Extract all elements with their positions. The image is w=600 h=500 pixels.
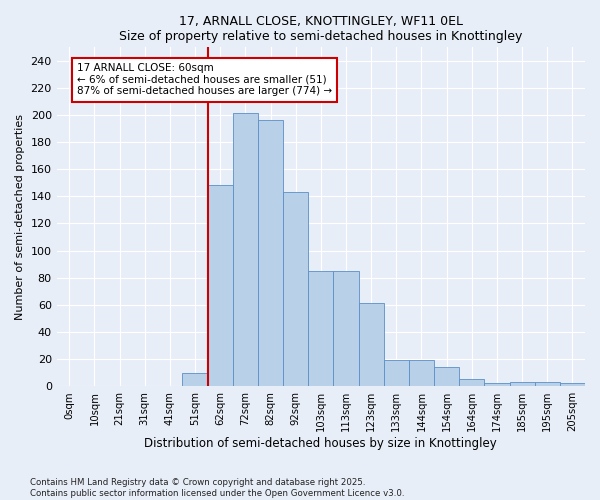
Bar xyxy=(359,304,384,386)
Title: 17, ARNALL CLOSE, KNOTTINGLEY, WF11 0EL
Size of property relative to semi-detach: 17, ARNALL CLOSE, KNOTTINGLEY, WF11 0EL … xyxy=(119,15,523,43)
Bar xyxy=(434,367,459,386)
Bar xyxy=(484,384,509,386)
Bar xyxy=(334,271,359,386)
Bar xyxy=(233,114,258,386)
Bar xyxy=(182,372,208,386)
Bar xyxy=(535,382,560,386)
Bar xyxy=(409,360,434,386)
Bar xyxy=(560,384,585,386)
Text: 17 ARNALL CLOSE: 60sqm
← 6% of semi-detached houses are smaller (51)
87% of semi: 17 ARNALL CLOSE: 60sqm ← 6% of semi-deta… xyxy=(77,63,332,96)
Bar xyxy=(283,192,308,386)
X-axis label: Distribution of semi-detached houses by size in Knottingley: Distribution of semi-detached houses by … xyxy=(145,437,497,450)
Bar xyxy=(258,120,283,386)
Bar xyxy=(459,380,484,386)
Y-axis label: Number of semi-detached properties: Number of semi-detached properties xyxy=(15,114,25,320)
Bar xyxy=(384,360,409,386)
Text: Contains HM Land Registry data © Crown copyright and database right 2025.
Contai: Contains HM Land Registry data © Crown c… xyxy=(30,478,404,498)
Bar xyxy=(208,186,233,386)
Bar xyxy=(509,382,535,386)
Bar xyxy=(308,271,334,386)
